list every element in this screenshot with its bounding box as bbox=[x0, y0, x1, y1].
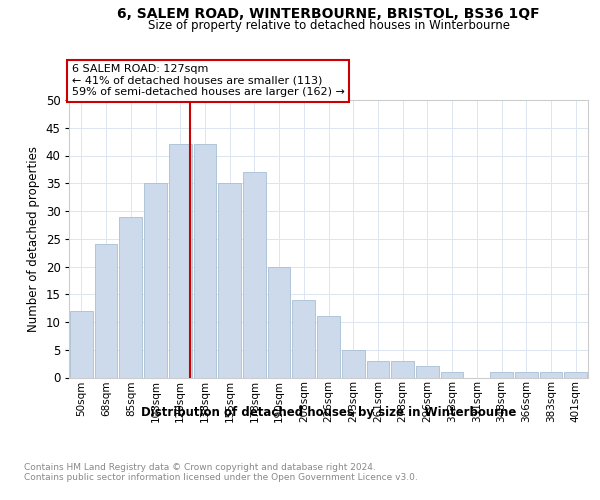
Text: 6, SALEM ROAD, WINTERBOURNE, BRISTOL, BS36 1QF: 6, SALEM ROAD, WINTERBOURNE, BRISTOL, BS… bbox=[118, 8, 540, 22]
Bar bbox=[268, 266, 290, 378]
Text: Distribution of detached houses by size in Winterbourne: Distribution of detached houses by size … bbox=[141, 406, 517, 419]
Bar bbox=[70, 311, 93, 378]
Text: Size of property relative to detached houses in Winterbourne: Size of property relative to detached ho… bbox=[148, 19, 510, 32]
Bar bbox=[119, 216, 142, 378]
Bar bbox=[416, 366, 439, 378]
Bar bbox=[317, 316, 340, 378]
Bar bbox=[218, 183, 241, 378]
Bar bbox=[194, 144, 216, 378]
Y-axis label: Number of detached properties: Number of detached properties bbox=[27, 146, 40, 332]
Bar bbox=[243, 172, 266, 378]
Bar bbox=[441, 372, 463, 378]
Bar bbox=[515, 372, 538, 378]
Text: Contains public sector information licensed under the Open Government Licence v3: Contains public sector information licen… bbox=[24, 472, 418, 482]
Bar bbox=[490, 372, 513, 378]
Bar bbox=[391, 361, 414, 378]
Bar bbox=[169, 144, 191, 378]
Bar bbox=[95, 244, 118, 378]
Bar bbox=[292, 300, 315, 378]
Bar bbox=[342, 350, 365, 378]
Text: 6 SALEM ROAD: 127sqm
← 41% of detached houses are smaller (113)
59% of semi-deta: 6 SALEM ROAD: 127sqm ← 41% of detached h… bbox=[71, 64, 344, 97]
Bar bbox=[564, 372, 587, 378]
Bar bbox=[144, 183, 167, 378]
Bar bbox=[539, 372, 562, 378]
Text: Contains HM Land Registry data © Crown copyright and database right 2024.: Contains HM Land Registry data © Crown c… bbox=[24, 462, 376, 471]
Bar bbox=[367, 361, 389, 378]
